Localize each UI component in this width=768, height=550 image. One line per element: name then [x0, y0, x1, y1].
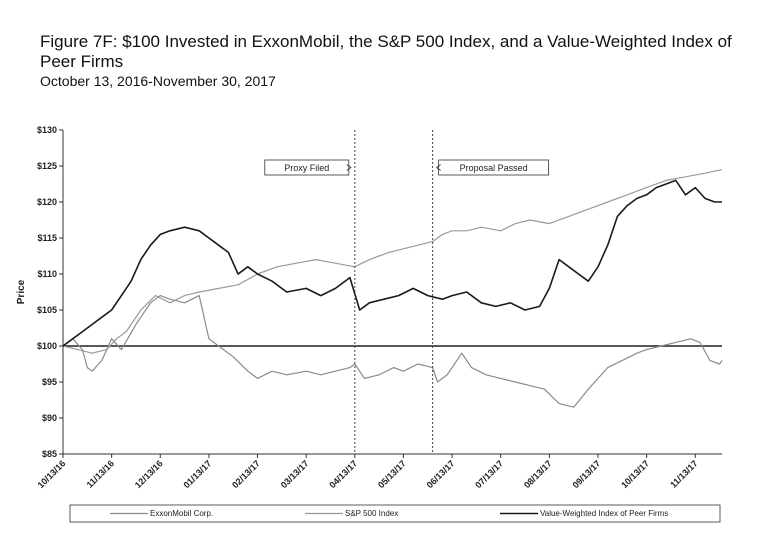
event-arrowhead — [435, 164, 441, 171]
title-block: Figure 7F: $100 Invested in ExxonMobil, … — [40, 32, 740, 90]
event-box — [438, 159, 550, 176]
chart-subtitle: October 13, 2016-November 30, 2017 — [40, 73, 276, 89]
x-tick-label: 10/13/16 — [36, 458, 68, 490]
y-tick-label: $120 — [37, 197, 57, 207]
x-tick-label: 02/13/17 — [230, 458, 262, 490]
event-box — [264, 159, 350, 176]
x-tick-label: 07/13/17 — [473, 458, 505, 490]
axes: $85 $90 $95 $100 $105 $110 $115 $120 $125 $130 Pri… — [16, 125, 722, 490]
peer-index-line — [62, 179, 722, 347]
y-tick-label: $90 — [42, 413, 57, 423]
y-tick-label: $115 — [37, 233, 57, 243]
chart-title: Figure 7F: $100 Invested in ExxonMobil, … — [40, 32, 732, 71]
sp500-line — [62, 169, 723, 354]
legend-label: ExxonMobil Corp. — [150, 509, 213, 518]
y-tick-label: $95 — [42, 377, 57, 387]
x-tick-label: 05/13/17 — [376, 458, 408, 490]
y-tick-label: $130 — [37, 125, 57, 135]
legend-box — [69, 504, 721, 523]
event-annotations: Proxy Filed Proposal Passed — [264, 130, 550, 454]
x-tick-label: 11/13/16 — [85, 458, 116, 489]
y-axis-label: Price — [16, 279, 27, 304]
y-tick-label: $105 — [37, 305, 57, 315]
x-tick-label: 11/13/17 — [668, 458, 699, 489]
event-arrowhead — [346, 164, 352, 171]
x-tick-label: 06/13/17 — [425, 458, 457, 490]
legend: ExxonMobil Corp. S&P 500 Index Value-Weigh… — [69, 504, 721, 523]
x-tick-label: 03/13/17 — [279, 458, 311, 490]
y-tick-label: $85 — [42, 449, 57, 459]
x-tick-label: 01/13/17 — [181, 458, 213, 490]
y-tick-label: $125 — [37, 161, 57, 171]
x-tick-label: 12/13/16 — [133, 458, 165, 490]
x-tick-label: 04/13/17 — [327, 458, 359, 490]
event-label: Proxy Filed — [284, 163, 329, 173]
x-tick-label: 10/13/17 — [619, 458, 651, 490]
exxonmobil-line — [62, 295, 723, 408]
event-label: Proposal Passed — [460, 163, 528, 173]
legend-label: Value-Weighted Index of Peer Firms — [540, 509, 668, 518]
x-tick-label: 08/13/17 — [522, 458, 554, 490]
x-tick-label: 09/13/17 — [571, 458, 603, 490]
y-tick-label: $110 — [37, 269, 57, 279]
series-group — [62, 169, 723, 408]
y-tick-label: $100 — [37, 341, 57, 351]
legend-label: S&P 500 Index — [345, 509, 398, 518]
